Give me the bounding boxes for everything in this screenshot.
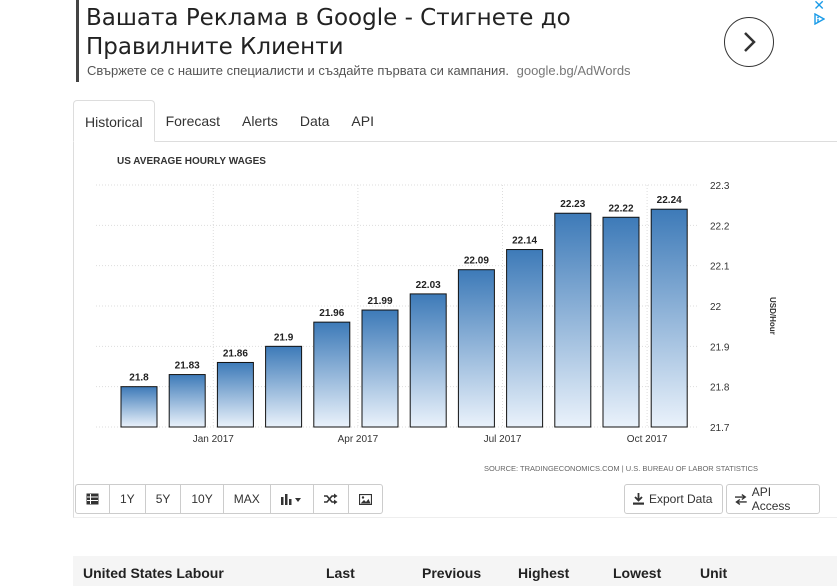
table-header-previous: Previous [422, 565, 482, 581]
bar-value-label: 21.83 [175, 361, 200, 372]
bar[interactable] [265, 345, 303, 428]
tab-api[interactable]: API [351, 113, 374, 129]
bar-chart-icon [280, 494, 301, 505]
bar-value-label: 22.22 [608, 203, 633, 214]
table-icon-button[interactable] [76, 485, 110, 513]
y-tick-label: 22.2 [710, 221, 730, 232]
chart-source: SOURCE: TRADINGECONOMICS.COM | U.S. BURE… [484, 464, 758, 473]
close-icon[interactable]: ✕ [813, 0, 825, 13]
export-data-label: Export Data [649, 492, 713, 506]
shuffle-icon [323, 493, 338, 505]
image-button[interactable] [349, 485, 382, 513]
export-data-button[interactable]: Export Data [624, 484, 723, 514]
api-access-button[interactable]: API Access [726, 484, 820, 514]
table-header-lowest: Lowest [613, 565, 662, 581]
download-icon [633, 493, 644, 505]
bar[interactable] [313, 321, 351, 428]
tab-forecast[interactable]: Forecast [165, 113, 221, 129]
bar[interactable] [554, 212, 592, 428]
y-tick-label: 21.9 [710, 342, 730, 353]
bar[interactable] [506, 249, 544, 428]
ad-description-text: Свържете се с нашите специалисти и създа… [87, 63, 509, 78]
bar-value-label: 22.09 [464, 256, 489, 267]
bar-value-label: 22.23 [560, 199, 585, 210]
wages-chart: US AVERAGE HOURLY WAGES 21.8 21.83 21.86 21… [96, 156, 777, 473]
x-tick-label: Jan 2017 [193, 434, 235, 445]
chevron-right-icon[interactable] [724, 17, 774, 67]
ad-banner[interactable]: Вашата Реклама в Google - Стигнете до Пр… [76, 0, 837, 82]
table-header-title: United States Labour [83, 565, 224, 581]
table-header: United States Labour Last Previous Highe… [73, 556, 837, 586]
tab-historical[interactable]: Historical [73, 100, 155, 142]
range-max-button[interactable]: MAX [224, 485, 271, 513]
table-header-unit: Unit [700, 565, 728, 581]
ad-url[interactable]: google.bg/AdWords [516, 63, 631, 78]
bar[interactable] [216, 361, 254, 428]
tab-data[interactable]: Data [299, 113, 330, 129]
table-header-highest: Highest [518, 565, 570, 581]
tab-alerts[interactable]: Alerts [242, 113, 278, 129]
bar[interactable] [120, 386, 158, 428]
bar-value-label: 22.14 [512, 236, 537, 247]
bar-value-label: 21.8 [129, 373, 149, 384]
tab-divider [73, 141, 837, 142]
bar-value-label: 21.86 [223, 348, 248, 359]
bar[interactable] [650, 208, 688, 428]
chart-toolbar: 1Y 5Y 10Y MAX [75, 484, 383, 514]
x-tick-label: Oct 2017 [627, 434, 668, 445]
compare-button[interactable] [314, 485, 349, 513]
x-tick-label: Apr 2017 [338, 434, 379, 445]
range-5y-button[interactable]: 5Y [146, 485, 182, 513]
chart-title: US AVERAGE HOURLY WAGES [117, 156, 266, 167]
y-tick-label: 21.7 [710, 423, 730, 434]
api-access-label: API Access [751, 485, 791, 513]
image-icon [358, 493, 372, 505]
bar-value-label: 21.9 [274, 332, 294, 343]
bar[interactable] [409, 293, 447, 428]
table-header-last: Last [326, 565, 355, 581]
bar[interactable] [602, 216, 640, 428]
chart-type-button[interactable] [271, 485, 314, 513]
bar-value-label: 21.96 [319, 308, 344, 319]
bar[interactable] [168, 374, 206, 428]
bar[interactable] [361, 309, 399, 428]
adchoices-icon[interactable] [813, 13, 825, 25]
bar-value-label: 21.99 [367, 296, 392, 307]
tab-bar: Historical Forecast Alerts Data API [73, 100, 385, 142]
ad-description: Свържете се с нашите специалисти и създа… [87, 63, 631, 78]
chart-panel [73, 141, 837, 518]
range-10y-button[interactable]: 10Y [181, 485, 224, 513]
bar-value-label: 22.03 [416, 280, 441, 291]
y-tick-label: 22.3 [710, 181, 730, 192]
exchange-icon [735, 493, 747, 505]
range-1y-button[interactable]: 1Y [110, 485, 146, 513]
x-tick-label: Jul 2017 [484, 434, 522, 445]
bar[interactable] [457, 269, 495, 428]
y-tick-label: 22 [710, 302, 722, 313]
y-axis-label: USD/Hour [768, 297, 777, 335]
table-icon [86, 493, 99, 505]
y-tick-label: 22.1 [710, 262, 730, 273]
y-tick-label: 21.8 [710, 383, 730, 394]
bar-value-label: 22.24 [657, 195, 682, 206]
ad-title[interactable]: Вашата Реклама в Google - Стигнете до Пр… [86, 5, 571, 60]
